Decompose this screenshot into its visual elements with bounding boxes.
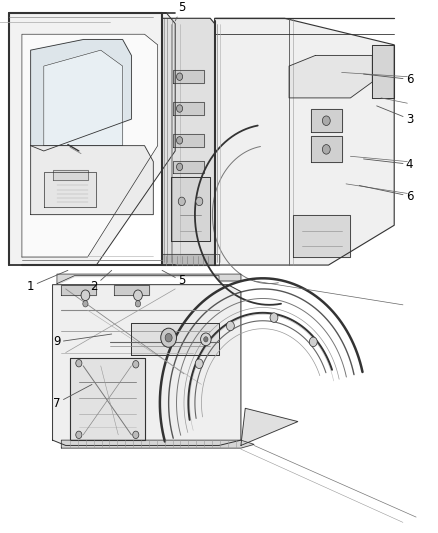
Polygon shape — [215, 18, 394, 265]
Text: 4: 4 — [364, 158, 413, 171]
Polygon shape — [241, 408, 298, 446]
Polygon shape — [114, 285, 149, 295]
Polygon shape — [173, 102, 204, 115]
Polygon shape — [173, 134, 204, 147]
Text: 5: 5 — [162, 270, 185, 287]
Polygon shape — [61, 440, 254, 448]
Circle shape — [204, 337, 208, 342]
Circle shape — [178, 197, 185, 206]
Circle shape — [83, 301, 88, 307]
Polygon shape — [53, 169, 88, 180]
Circle shape — [195, 359, 203, 368]
Text: 2: 2 — [90, 270, 112, 293]
Circle shape — [76, 431, 82, 439]
Circle shape — [161, 328, 177, 348]
Circle shape — [322, 144, 330, 154]
Polygon shape — [31, 39, 131, 151]
Polygon shape — [311, 136, 342, 161]
Circle shape — [177, 105, 183, 112]
Circle shape — [201, 333, 211, 346]
Polygon shape — [173, 160, 204, 173]
Circle shape — [177, 163, 183, 171]
Polygon shape — [171, 177, 210, 241]
Circle shape — [309, 337, 317, 346]
Polygon shape — [70, 358, 145, 440]
Polygon shape — [44, 50, 123, 146]
Text: 3: 3 — [377, 106, 413, 126]
Circle shape — [133, 360, 139, 368]
Circle shape — [270, 313, 278, 322]
Polygon shape — [372, 45, 394, 98]
Polygon shape — [173, 70, 204, 83]
Circle shape — [177, 73, 183, 80]
Polygon shape — [311, 109, 342, 132]
Circle shape — [196, 197, 203, 206]
Polygon shape — [131, 324, 219, 356]
Circle shape — [76, 359, 82, 367]
Text: 6: 6 — [364, 73, 413, 86]
Text: 5: 5 — [175, 1, 185, 21]
Polygon shape — [22, 34, 158, 257]
Circle shape — [133, 431, 139, 439]
Polygon shape — [57, 274, 241, 284]
Text: 7: 7 — [53, 384, 92, 409]
Polygon shape — [289, 55, 372, 98]
Polygon shape — [162, 254, 219, 265]
Text: 9: 9 — [53, 334, 112, 349]
Circle shape — [81, 290, 90, 301]
Polygon shape — [162, 18, 215, 265]
Circle shape — [177, 136, 183, 144]
Polygon shape — [61, 285, 96, 295]
Polygon shape — [31, 146, 153, 215]
Circle shape — [134, 290, 142, 301]
Circle shape — [165, 334, 172, 342]
Polygon shape — [44, 172, 96, 207]
Text: 6: 6 — [359, 185, 413, 203]
Polygon shape — [293, 215, 350, 257]
Polygon shape — [9, 13, 175, 265]
Circle shape — [135, 301, 141, 307]
Text: 1: 1 — [27, 270, 68, 293]
Circle shape — [226, 321, 234, 330]
Circle shape — [322, 116, 330, 125]
Polygon shape — [53, 285, 241, 446]
